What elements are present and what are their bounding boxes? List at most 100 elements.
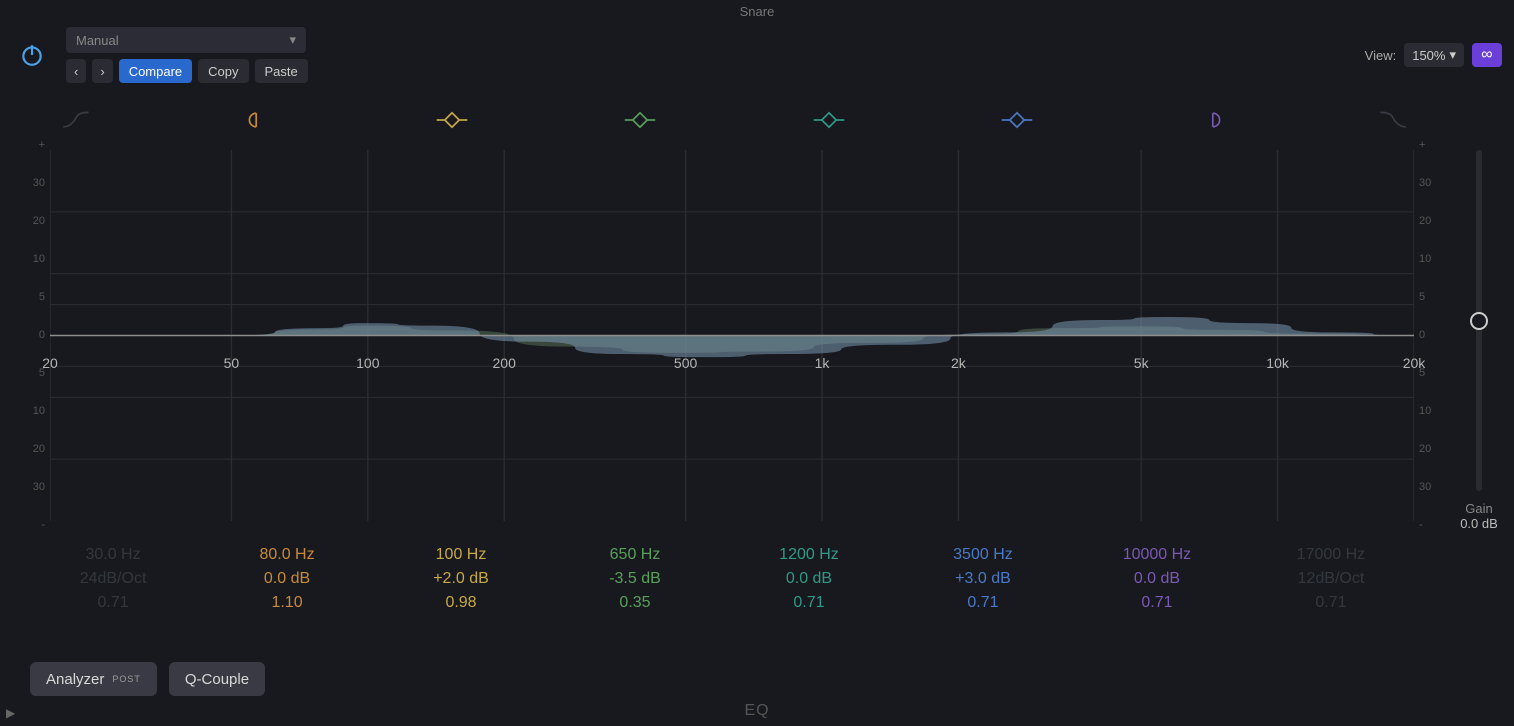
band-3-shape-button[interactable] <box>422 108 482 132</box>
footer: Analyzer POST Q-Couple <box>30 662 265 696</box>
x-tick: 100 <box>356 355 379 371</box>
y-tick: 30 <box>20 482 45 493</box>
band-3-gain[interactable]: +2.0 dB <box>433 570 489 588</box>
x-tick: 500 <box>674 355 697 371</box>
band-7-q[interactable]: 0.71 <box>1141 594 1172 612</box>
x-tick: 200 <box>493 355 516 371</box>
paste-button[interactable]: Paste <box>255 59 308 83</box>
y-tick: 10 <box>1419 406 1444 417</box>
y-axis-right: +302010505102030- <box>1419 140 1444 531</box>
analyzer-sub: POST <box>112 674 141 684</box>
band-4-gain[interactable]: -3.5 dB <box>609 570 661 588</box>
window-title: Snare <box>0 4 1514 19</box>
band-3-q[interactable]: 0.98 <box>445 594 476 612</box>
master-gain-slider[interactable] <box>1476 150 1482 491</box>
band-params: 30.0 Hz 24dB/Oct 0.71 80.0 Hz 0.0 dB 1.10 100 … <box>30 546 1414 646</box>
band-4-freq[interactable]: 650 Hz <box>610 546 661 564</box>
master-gain: Gain 0.0 dB <box>1454 140 1504 531</box>
band-2-params: 80.0 Hz 0.0 dB 1.10 <box>204 546 370 646</box>
compare-button[interactable]: Compare <box>119 59 192 83</box>
band-icons-row <box>45 100 1424 140</box>
analyzer-button[interactable]: Analyzer POST <box>30 662 157 696</box>
y-tick: 30 <box>1419 178 1444 189</box>
x-tick: 2k <box>951 355 966 371</box>
band-6-q[interactable]: 0.71 <box>967 594 998 612</box>
preset-name: Manual <box>76 33 119 48</box>
plugin-name: EQ <box>0 702 1514 720</box>
band-4-params: 650 Hz -3.5 dB 0.35 <box>552 546 718 646</box>
band-5-q[interactable]: 0.71 <box>793 594 824 612</box>
y-tick: 20 <box>1419 444 1444 455</box>
band-6-shape-button[interactable] <box>987 108 1047 132</box>
chevron-down-icon: ▾ <box>289 32 296 48</box>
band-1-gain[interactable]: 24dB/Oct <box>80 570 147 588</box>
band-5-params: 1200 Hz 0.0 dB 0.71 <box>726 546 892 646</box>
eq-chart-svg <box>50 150 1414 521</box>
band-5-gain[interactable]: 0.0 dB <box>786 570 832 588</box>
band-7-gain[interactable]: 0.0 dB <box>1134 570 1180 588</box>
play-indicator[interactable]: ▶ <box>6 706 15 720</box>
x-tick: 20 <box>42 355 58 371</box>
band-2-shape-button[interactable] <box>233 108 293 132</box>
y-tick: 20 <box>20 216 45 227</box>
power-button[interactable] <box>12 35 52 75</box>
zoom-select[interactable]: 150% ▾ <box>1404 43 1464 67</box>
band-1-freq[interactable]: 30.0 Hz <box>85 546 140 564</box>
band-8-q[interactable]: 0.71 <box>1315 594 1346 612</box>
band-1-params: 30.0 Hz 24dB/Oct 0.71 <box>30 546 196 646</box>
band-2-q[interactable]: 1.10 <box>271 594 302 612</box>
x-tick: 20k <box>1403 355 1426 371</box>
y-tick: 30 <box>1419 482 1444 493</box>
x-tick: 10k <box>1266 355 1289 371</box>
master-gain-label: Gain <box>1465 501 1492 516</box>
master-gain-value[interactable]: 0.0 dB <box>1460 516 1498 531</box>
band-2-gain[interactable]: 0.0 dB <box>264 570 310 588</box>
band-5-shape-button[interactable] <box>799 108 859 132</box>
y-tick: 5 <box>1419 292 1444 303</box>
band-8-shape-button[interactable] <box>1364 108 1424 132</box>
band-5-freq[interactable]: 1200 Hz <box>779 546 839 564</box>
band-8-params: 17000 Hz 12dB/Oct 0.71 <box>1248 546 1414 646</box>
copy-button[interactable]: Copy <box>198 59 248 83</box>
band-3-freq[interactable]: 100 Hz <box>436 546 487 564</box>
band-7-freq[interactable]: 10000 Hz <box>1123 546 1192 564</box>
slider-thumb[interactable] <box>1470 312 1488 330</box>
toolbar: Manual ▾ ‹ › Compare Copy Paste View: 15… <box>0 24 1514 86</box>
nav-prev-button[interactable]: ‹ <box>66 59 86 83</box>
y-tick: 0 <box>20 330 45 341</box>
y-tick: 20 <box>1419 216 1444 227</box>
band-2-freq[interactable]: 80.0 Hz <box>259 546 314 564</box>
y-tick: 10 <box>20 254 45 265</box>
band-4-shape-button[interactable] <box>610 108 670 132</box>
y-tick: - <box>20 520 45 531</box>
y-tick: 10 <box>1419 254 1444 265</box>
x-tick: 50 <box>224 355 240 371</box>
nav-next-button[interactable]: › <box>92 59 112 83</box>
band-4-q[interactable]: 0.35 <box>619 594 650 612</box>
eq-graph[interactable]: +302010505102030- +302010505102030- 2050… <box>20 140 1444 531</box>
band-6-gain[interactable]: +3.0 dB <box>955 570 1011 588</box>
band-6-freq[interactable]: 3500 Hz <box>953 546 1013 564</box>
link-icon: ∞ <box>1481 46 1492 64</box>
band-7-shape-button[interactable] <box>1176 108 1236 132</box>
y-tick: 5 <box>20 292 45 303</box>
y-tick: - <box>1419 520 1444 531</box>
zoom-value: 150% <box>1412 48 1445 63</box>
band-7-params: 10000 Hz 0.0 dB 0.71 <box>1074 546 1240 646</box>
analyzer-label: Analyzer <box>46 671 104 688</box>
band-8-freq[interactable]: 17000 Hz <box>1297 546 1366 564</box>
x-tick: 1k <box>815 355 830 371</box>
y-tick: 30 <box>20 178 45 189</box>
band-6-params: 3500 Hz +3.0 dB 0.71 <box>900 546 1066 646</box>
preset-select[interactable]: Manual ▾ <box>66 27 306 53</box>
band-1-q[interactable]: 0.71 <box>97 594 128 612</box>
y-axis-left: +302010505102030- <box>20 140 45 531</box>
y-tick: 20 <box>20 444 45 455</box>
view-label: View: <box>1365 48 1397 63</box>
y-tick: 0 <box>1419 330 1444 341</box>
link-button[interactable]: ∞ <box>1472 43 1502 67</box>
chevron-down-icon: ▾ <box>1449 47 1456 63</box>
band-1-shape-button[interactable] <box>45 108 105 132</box>
qcouple-button[interactable]: Q-Couple <box>169 662 265 696</box>
band-8-gain[interactable]: 12dB/Oct <box>1298 570 1365 588</box>
